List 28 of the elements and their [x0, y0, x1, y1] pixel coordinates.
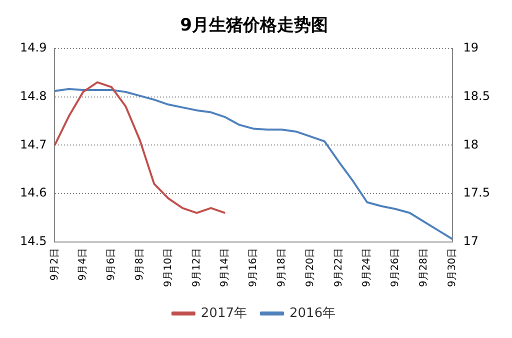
y-tick-label: 14.5: [20, 234, 47, 248]
x-tick-label: 9月18日: [276, 248, 288, 288]
legend-label: 2017年: [200, 306, 248, 321]
legend-label: 2016年: [290, 306, 336, 321]
x-tick-label: 9月6日: [106, 248, 118, 281]
y2-tick-label: 17: [463, 234, 479, 248]
x-tick-label: 9月14日: [220, 248, 231, 288]
y2-tick-label: 17.5: [463, 186, 490, 200]
y-tick-label: 14.9: [20, 40, 47, 55]
y-tick-label: 14.7: [20, 137, 47, 152]
x-tick-label: 9月26日: [390, 248, 402, 288]
x-tick-label: 9月20日: [304, 248, 316, 288]
x-tick-label: 9月12日: [191, 248, 202, 288]
chart-title: 9月生猪价格走势图: [180, 16, 328, 36]
y2-tick-label: 19: [463, 40, 479, 55]
x-tick-label: 9月24日: [362, 248, 373, 288]
y2-tick-label: 18: [463, 137, 479, 152]
x-tick-label: 9月16日: [248, 248, 260, 288]
y-tick-label: 14.8: [20, 88, 47, 103]
y2-tick-label: 18.5: [463, 88, 490, 103]
x-tick-label: 9月28日: [418, 248, 430, 288]
x-tick-label: 9月4日: [78, 248, 89, 281]
x-tick-label: 9月10日: [162, 248, 174, 288]
y-tick-label: 14.6: [20, 186, 47, 200]
x-tick-label: 9月8日: [134, 248, 146, 281]
x-tick-label: 9月22日: [333, 248, 344, 288]
x-tick-label: 9月30日: [446, 248, 458, 288]
x-tick-label: 9月2日: [49, 248, 60, 281]
